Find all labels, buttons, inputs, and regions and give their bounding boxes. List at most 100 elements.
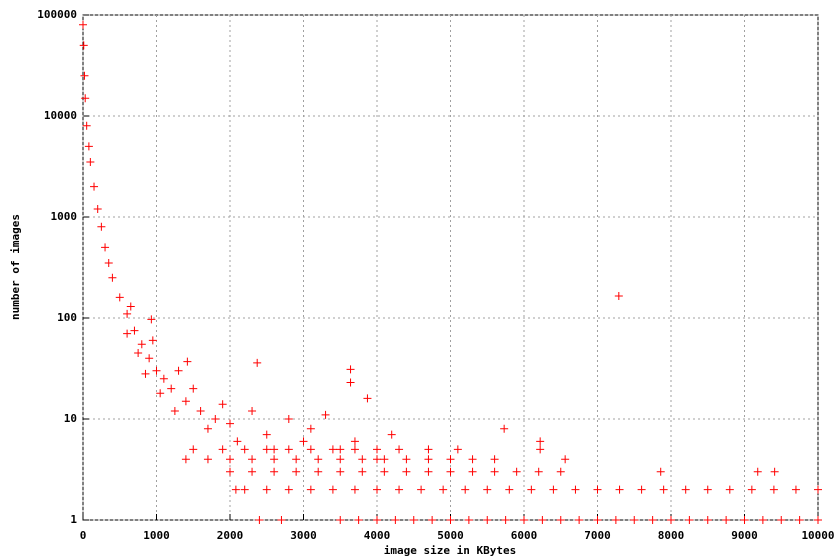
point xyxy=(262,445,271,454)
point xyxy=(262,430,271,439)
point xyxy=(145,354,154,363)
point xyxy=(240,445,249,454)
y-tick-label: 1000 xyxy=(51,210,78,223)
point xyxy=(80,71,89,80)
point xyxy=(130,326,139,335)
point xyxy=(424,467,433,476)
point xyxy=(536,445,545,454)
point xyxy=(363,394,372,403)
point xyxy=(314,455,323,464)
point xyxy=(170,407,179,416)
point xyxy=(461,485,470,494)
point xyxy=(501,516,510,524)
point xyxy=(395,445,404,454)
point xyxy=(387,430,396,439)
point xyxy=(292,455,301,464)
point xyxy=(292,467,301,476)
x-tick-label: 6000 xyxy=(511,529,538,542)
point xyxy=(262,485,271,494)
point xyxy=(593,516,602,524)
point xyxy=(402,467,411,476)
point xyxy=(424,455,433,464)
point xyxy=(152,366,161,375)
point xyxy=(556,516,565,524)
point xyxy=(81,94,90,103)
point xyxy=(527,485,536,494)
point xyxy=(126,302,135,311)
point xyxy=(446,516,455,524)
y-tick-label: 10 xyxy=(64,412,77,425)
point xyxy=(402,455,411,464)
point xyxy=(358,467,367,476)
point xyxy=(299,437,308,446)
point xyxy=(284,415,293,423)
point xyxy=(255,516,264,524)
point xyxy=(685,516,694,524)
point xyxy=(380,455,389,464)
point xyxy=(277,516,286,524)
point xyxy=(248,455,257,464)
x-axis-label: image size in KBytes xyxy=(384,544,516,557)
point xyxy=(167,384,176,393)
point xyxy=(203,455,212,464)
point xyxy=(123,329,132,338)
point xyxy=(814,485,822,494)
point xyxy=(350,485,359,494)
point xyxy=(79,41,88,50)
point xyxy=(218,400,227,409)
point xyxy=(306,445,315,454)
point xyxy=(703,485,712,494)
point xyxy=(395,485,404,494)
point xyxy=(93,205,102,214)
point xyxy=(174,366,183,375)
point xyxy=(284,445,293,454)
x-tick-label: 2000 xyxy=(217,529,244,542)
point xyxy=(270,467,279,476)
point xyxy=(659,485,668,494)
point xyxy=(137,340,146,349)
point xyxy=(373,516,381,524)
point xyxy=(354,516,363,524)
point xyxy=(614,292,623,301)
x-tick-label: 10000 xyxy=(801,529,834,542)
point xyxy=(314,467,323,476)
point xyxy=(615,485,624,494)
point xyxy=(681,485,690,494)
point xyxy=(189,384,198,393)
point xyxy=(520,516,528,524)
point xyxy=(350,445,359,454)
point xyxy=(575,516,584,524)
point xyxy=(82,121,91,130)
point xyxy=(556,467,565,476)
point xyxy=(156,389,165,398)
point xyxy=(373,485,381,494)
point xyxy=(777,516,786,524)
point xyxy=(722,516,731,524)
point xyxy=(101,243,110,252)
point xyxy=(211,415,220,423)
point xyxy=(84,142,93,151)
point xyxy=(464,516,473,524)
point xyxy=(740,516,749,524)
point xyxy=(561,455,570,464)
point xyxy=(270,455,279,464)
point xyxy=(189,445,198,454)
point xyxy=(86,158,95,167)
point xyxy=(328,445,337,454)
point xyxy=(611,516,620,524)
x-tick-label: 9000 xyxy=(731,529,758,542)
point xyxy=(453,445,462,454)
point xyxy=(468,455,477,464)
point xyxy=(656,467,665,476)
point xyxy=(428,516,437,524)
point xyxy=(181,455,190,464)
point xyxy=(123,309,132,318)
y-tick-label: 100 xyxy=(57,311,77,324)
point xyxy=(134,349,143,358)
point xyxy=(791,485,800,494)
point xyxy=(248,467,257,476)
point xyxy=(253,358,262,367)
point xyxy=(306,485,315,494)
point xyxy=(446,467,455,476)
